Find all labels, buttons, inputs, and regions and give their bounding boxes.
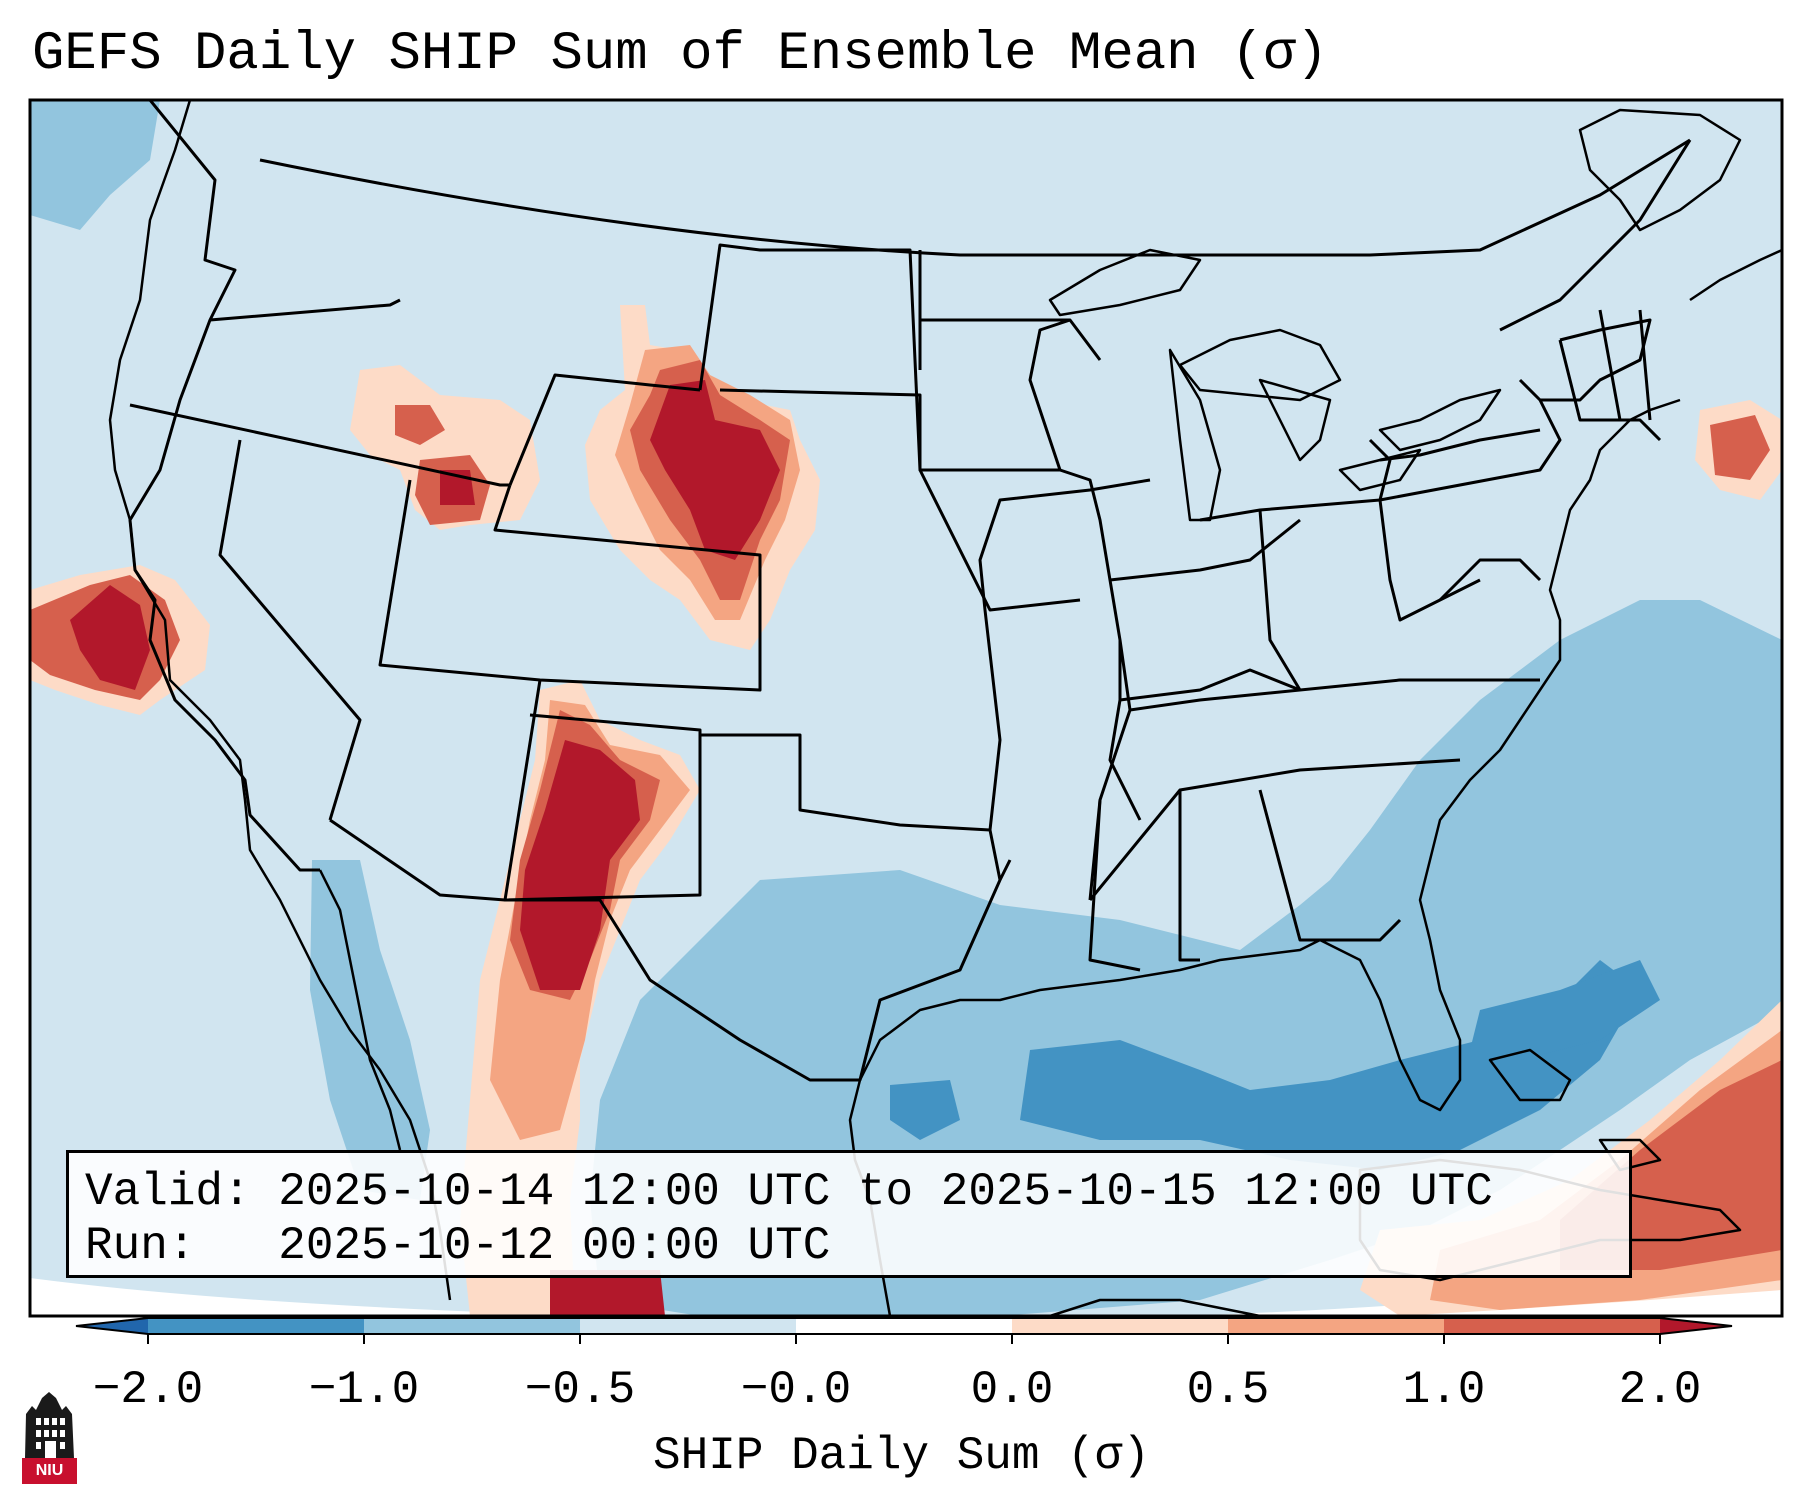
colorbar-tick-label: 1.0	[1402, 1364, 1486, 1416]
map-title: GEFS Daily SHIP Sum of Ensemble Mean (σ)	[32, 24, 1329, 85]
colorbar	[75, 1317, 1733, 1344]
colorbar-tick-label: 0.0	[970, 1364, 1054, 1416]
colorbar-bin	[148, 1318, 364, 1334]
colorbar-bin	[1012, 1318, 1228, 1334]
colorbar-tick-label: −2.0	[92, 1364, 204, 1416]
colorbar-bin	[1444, 1318, 1660, 1334]
colorbar-tick-label: −0.0	[740, 1364, 852, 1416]
valid-run-info-box: Valid: 2025-10-14 12:00 UTC to 2025-10-1…	[66, 1150, 1632, 1278]
map-frame	[28, 98, 1784, 1318]
run-time-line: Run: 2025-10-12 00:00 UTC	[85, 1220, 831, 1272]
colorbar-bin	[796, 1318, 1012, 1334]
state-boundaries	[128, 100, 1692, 1082]
colorbar-bin	[580, 1318, 796, 1334]
valid-time-line: Valid: 2025-10-14 12:00 UTC to 2025-10-1…	[85, 1166, 1493, 1218]
colorbar-bin	[364, 1318, 580, 1334]
niu-building-icon	[22, 1392, 77, 1484]
colorbar-tick-label: −0.5	[524, 1364, 636, 1416]
negative-anomaly-regions	[30, 100, 1782, 1316]
colorbar-extend-high	[1660, 1318, 1732, 1334]
colorbar-tick-label: 2.0	[1618, 1364, 1702, 1416]
colorbar-tick-label: −1.0	[308, 1364, 420, 1416]
colorbar-label: SHIP Daily Sum (σ)	[653, 1430, 1150, 1482]
colorbar-extend-low	[76, 1318, 148, 1334]
niu-logo-text: NIU	[35, 1462, 64, 1479]
colorbar-tick-label: 0.5	[1186, 1364, 1270, 1416]
colorbar-bin	[1228, 1318, 1444, 1334]
